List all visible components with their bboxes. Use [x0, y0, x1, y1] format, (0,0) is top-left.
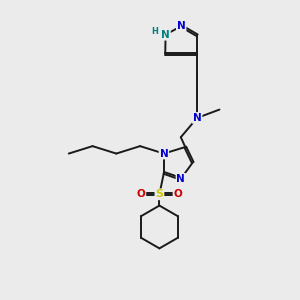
- Text: N: N: [177, 21, 186, 31]
- Text: H: H: [151, 27, 158, 36]
- Text: O: O: [136, 189, 146, 199]
- Text: S: S: [155, 189, 164, 199]
- Text: N: N: [176, 174, 185, 184]
- Text: N: N: [193, 113, 202, 123]
- Text: O: O: [173, 189, 182, 199]
- Text: N: N: [160, 148, 168, 159]
- Text: N: N: [161, 30, 170, 40]
